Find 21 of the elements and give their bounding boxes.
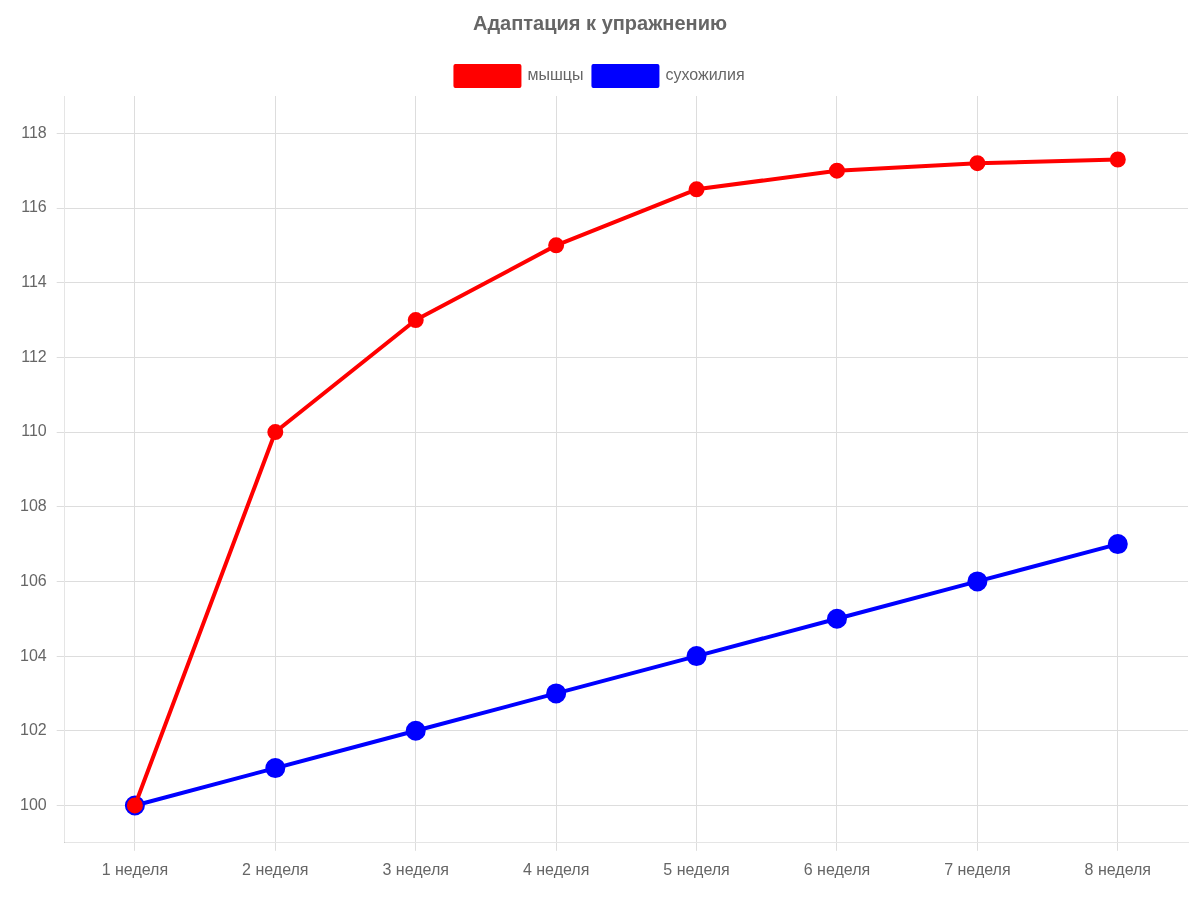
x-tick-label: 5 неделя xyxy=(663,860,730,878)
y-tick-label: 110 xyxy=(21,422,47,440)
chart-title: Адаптация к упражнению xyxy=(472,11,728,34)
y-tick-label: 100 xyxy=(19,795,47,813)
x-tick-label: 4 неделя xyxy=(522,860,590,878)
x-tick-label: 2 неделя xyxy=(242,860,309,878)
y-tick-label: 108 xyxy=(19,497,47,515)
y-tick-label: 106 xyxy=(19,571,47,589)
x-tick-label: 8 неделя xyxy=(1084,860,1152,878)
legend-label: мышцы xyxy=(527,66,584,84)
y-tick-label: 104 xyxy=(19,646,47,664)
x-tick-label: 1 неделя xyxy=(101,860,169,878)
x-tick-label: 3 неделя xyxy=(382,860,449,878)
y-tick-label: 112 xyxy=(21,347,47,365)
y-tick-label: 102 xyxy=(19,721,47,739)
legend-label: сухожилия xyxy=(665,66,745,84)
y-tick-label: 118 xyxy=(21,123,47,141)
y-tick-label: 116 xyxy=(21,198,47,216)
x-tick-label: 6 неделя xyxy=(803,860,871,878)
y-tick-label: 114 xyxy=(21,273,47,291)
x-tick-label: 7 неделя xyxy=(944,860,1011,878)
